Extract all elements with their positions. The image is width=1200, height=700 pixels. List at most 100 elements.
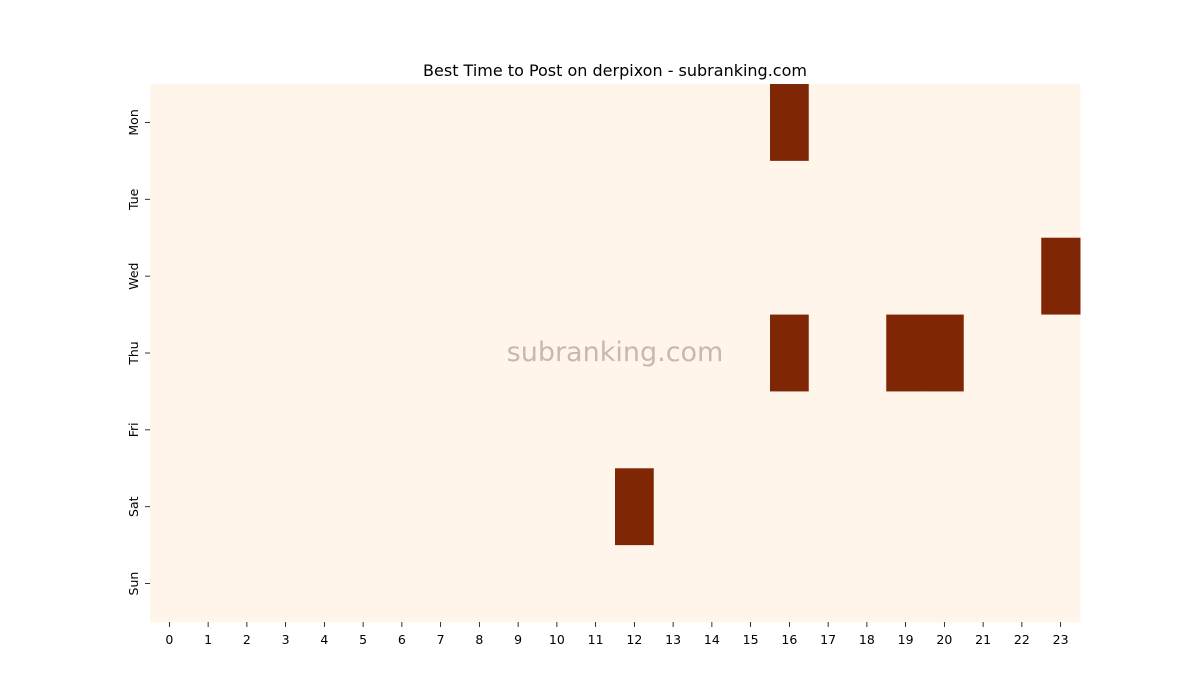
heatmap-cell-tue-5 (343, 160, 383, 239)
heatmap-cell-wed-11 (576, 237, 616, 316)
heatmap-cell-wed-6 (382, 237, 422, 316)
x-tick-label: 13 (665, 632, 681, 647)
heatmap-cell-mon-16 (770, 84, 810, 162)
heatmap-cell-mon-6 (382, 84, 422, 162)
heatmap-cell-sat-3 (266, 468, 306, 546)
heatmap-cell-sun-2 (227, 545, 267, 623)
heatmap-cell-fri-13 (653, 391, 693, 469)
heatmap-cell-mon-1 (188, 84, 228, 162)
heatmap-cell-tue-2 (227, 160, 267, 239)
heatmap-cell-sat-6 (382, 468, 422, 546)
heatmap-cell-sun-8 (460, 545, 500, 623)
x-tick-label: 12 (626, 632, 642, 647)
heatmap-cell-tue-4 (305, 160, 345, 239)
heatmap-cell-sat-4 (305, 468, 345, 546)
y-tick-label: Sun (126, 572, 141, 596)
heatmap-cell-thu-16 (770, 314, 810, 392)
heatmap-cell-tue-14 (692, 160, 732, 239)
heatmap-cell-mon-3 (266, 84, 306, 162)
heatmap-cell-fri-11 (576, 391, 616, 469)
heatmap-cell-sun-15 (731, 545, 771, 623)
heatmap-cell-thu-6 (382, 314, 422, 392)
heatmap-cell-fri-23 (1041, 391, 1081, 469)
x-tick-label: 15 (743, 632, 759, 647)
heatmap-cell-thu-8 (460, 314, 500, 392)
heatmap-cell-tue-16 (770, 160, 810, 239)
x-tick-label: 10 (549, 632, 565, 647)
heatmap-cell-tue-22 (1002, 160, 1042, 239)
x-tick-label: 17 (820, 632, 836, 647)
heatmap-cell-sun-6 (382, 545, 422, 623)
heatmap-cell-fri-20 (925, 391, 965, 469)
heatmap-cell-sun-3 (266, 545, 306, 623)
heatmap-cell-thu-10 (537, 314, 577, 392)
heatmap-cell-mon-7 (421, 84, 461, 162)
heatmap-cell-wed-22 (1002, 237, 1042, 316)
heatmap-cell-wed-18 (847, 237, 887, 316)
heatmap-cell-fri-21 (963, 391, 1003, 469)
heatmap-cell-sat-14 (692, 468, 732, 546)
heatmap-cell-sun-16 (770, 545, 810, 623)
heatmap-cell-thu-14 (692, 314, 732, 392)
heatmap-cell-sat-7 (421, 468, 461, 546)
heatmap-cell-thu-11 (576, 314, 616, 392)
heatmap-cell-mon-0 (150, 84, 190, 162)
heatmap-cell-thu-18 (847, 314, 887, 392)
x-tick-label: 3 (282, 632, 290, 647)
heatmap-cell-sat-19 (886, 468, 926, 546)
heatmap-cell-sun-1 (188, 545, 228, 623)
heatmap-cell-sun-17 (808, 545, 848, 623)
heatmap-cell-thu-7 (421, 314, 461, 392)
heatmap-cell-tue-11 (576, 160, 616, 239)
heatmap-cell-sun-5 (343, 545, 383, 623)
heatmap-cell-sat-10 (537, 468, 577, 546)
x-tick-label: 4 (320, 632, 328, 647)
heatmap-cell-wed-8 (460, 237, 500, 316)
x-tick-label: 11 (588, 632, 604, 647)
heatmap-cell-sun-4 (305, 545, 345, 623)
heatmap-cell-tue-1 (188, 160, 228, 239)
heatmap-cell-tue-20 (925, 160, 965, 239)
chart-title: Best Time to Post on derpixon - subranki… (423, 61, 807, 80)
heatmap-cell-sat-11 (576, 468, 616, 546)
x-tick-label: 9 (514, 632, 522, 647)
heatmap-cell-wed-16 (770, 237, 810, 316)
heatmap-cell-fri-1 (188, 391, 228, 469)
heatmap-cell-wed-21 (963, 237, 1003, 316)
heatmap-cell-sat-20 (925, 468, 965, 546)
heatmap-cell-mon-21 (963, 84, 1003, 162)
heatmap-cell-sat-0 (150, 468, 190, 546)
heatmap-cell-wed-15 (731, 237, 771, 316)
heatmap-cell-mon-9 (498, 84, 538, 162)
heatmap-cell-fri-17 (808, 391, 848, 469)
heatmap-cell-sun-14 (692, 545, 732, 623)
heatmap-cell-sat-15 (731, 468, 771, 546)
y-axis: Mon Tue Wed Thu Fri Sat Sun (126, 109, 150, 595)
heatmap-cell-wed-7 (421, 237, 461, 316)
heatmap-cell-fri-5 (343, 391, 383, 469)
heatmap-cell-thu-9 (498, 314, 538, 392)
heatmap-cell-fri-10 (537, 391, 577, 469)
heatmap-cell-mon-23 (1041, 84, 1081, 162)
heatmap-cell-tue-17 (808, 160, 848, 239)
heatmap-cell-mon-18 (847, 84, 887, 162)
heatmap-cell-wed-10 (537, 237, 577, 316)
heatmap-cell-fri-15 (731, 391, 771, 469)
heatmap-cell-sat-18 (847, 468, 887, 546)
x-tick-label: 6 (398, 632, 406, 647)
heatmap-cell-fri-18 (847, 391, 887, 469)
heatmap-cell-mon-8 (460, 84, 500, 162)
heatmap-cell-mon-2 (227, 84, 267, 162)
x-tick-label: 14 (704, 632, 720, 647)
y-tick-label: Thu (126, 341, 141, 365)
heatmap-cell-thu-12 (615, 314, 655, 392)
heatmap-cell-sun-21 (963, 545, 1003, 623)
heatmap-cell-tue-3 (266, 160, 306, 239)
x-axis: 0 1 2 3 4 5 6 7 8 9 10 11 12 13 14 15 16 17 18 19 20 21 22 23 (165, 622, 1069, 647)
heatmap-cell-wed-5 (343, 237, 383, 316)
heatmap-cell-fri-2 (227, 391, 267, 469)
x-tick-label: 0 (165, 632, 173, 647)
heatmap-cell-sun-11 (576, 545, 616, 623)
x-tick-label: 18 (859, 632, 875, 647)
y-tick-label: Sat (126, 496, 141, 517)
